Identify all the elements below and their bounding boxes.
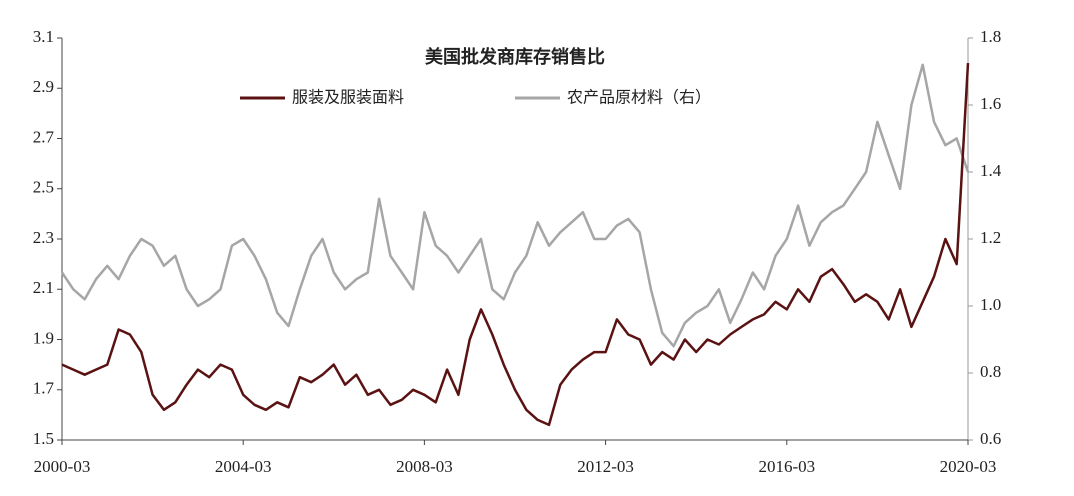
- y2-tick-label: 1.2: [980, 228, 1001, 247]
- legend-label: 农产品原材料（右）: [567, 88, 711, 107]
- x-tick-label: 2004-03: [215, 457, 272, 476]
- y-tick-label: 2.3: [33, 228, 54, 247]
- y2-tick-label: 1.8: [980, 27, 1001, 46]
- legend-label: 服装及服装面料: [292, 88, 404, 107]
- x-tick-label: 2016-03: [758, 457, 815, 476]
- y-tick-label: 2.1: [33, 278, 54, 297]
- y-tick-label: 1.7: [33, 379, 55, 398]
- y2-tick-label: 0.8: [980, 362, 1001, 381]
- y-tick-label: 2.9: [33, 77, 54, 96]
- y2-tick-label: 1.6: [980, 94, 1001, 113]
- chart-title: 美国批发商库存销售比: [425, 46, 605, 68]
- y-tick-label: 2.7: [33, 127, 55, 146]
- x-tick-label: 2012-03: [577, 457, 634, 476]
- x-tick-label: 2008-03: [396, 457, 453, 476]
- y2-tick-label: 1.0: [980, 295, 1001, 314]
- y2-tick-label: 1.4: [980, 161, 1002, 180]
- y-tick-label: 2.5: [33, 178, 54, 197]
- y-tick-label: 3.1: [33, 27, 54, 46]
- y-tick-label: 1.5: [33, 429, 54, 448]
- x-tick-label: 2020-03: [940, 457, 997, 476]
- x-tick-label: 2000-03: [34, 457, 91, 476]
- series-line: [61, 63, 970, 427]
- y2-tick-label: 0.6: [980, 429, 1001, 448]
- series-line: [60, 63, 970, 348]
- y-tick-label: 1.9: [33, 328, 54, 347]
